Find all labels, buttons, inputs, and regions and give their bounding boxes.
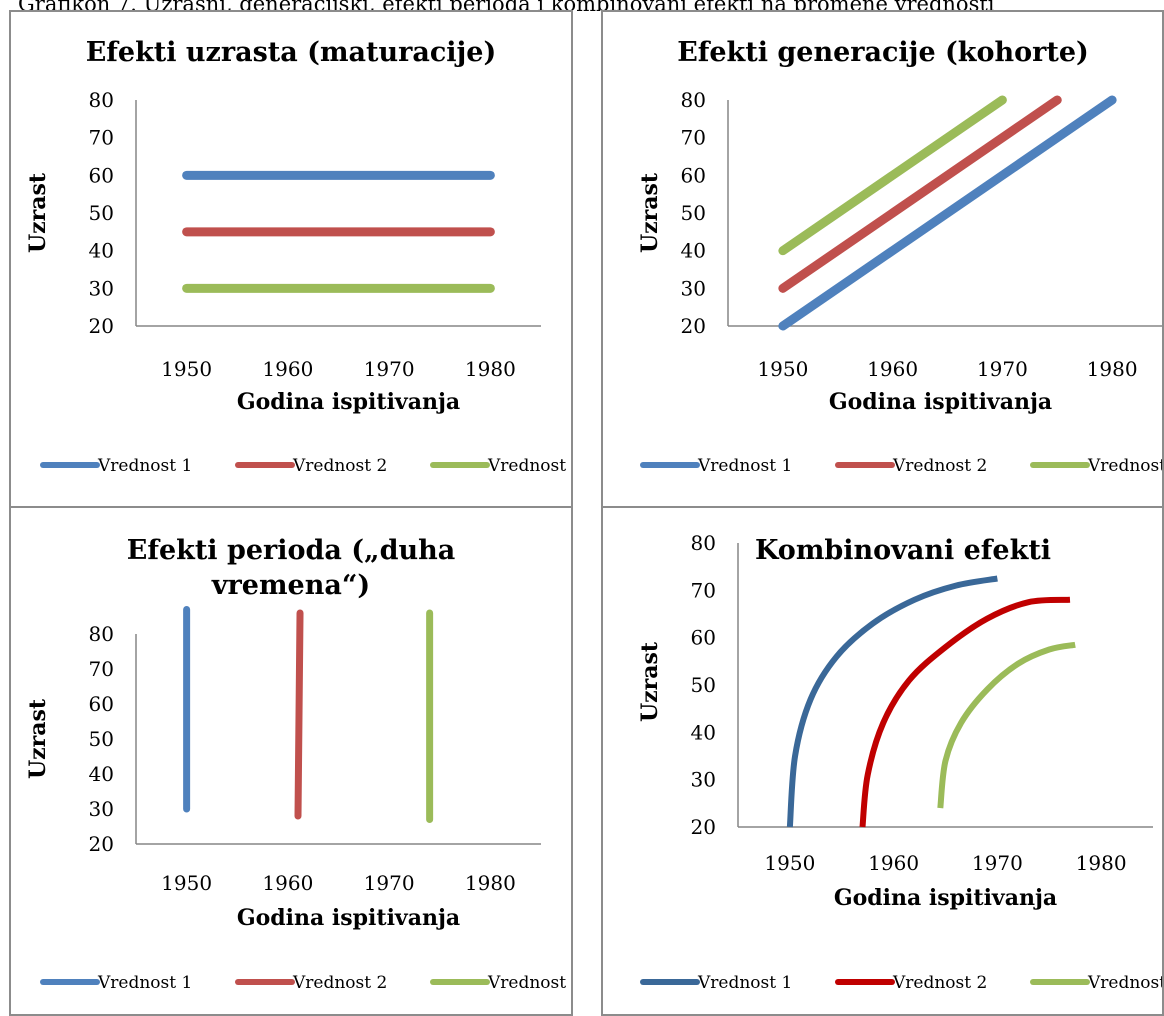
legend-label-2: Vrednost 2 xyxy=(892,973,987,993)
x-tick-label: 1950 xyxy=(757,357,808,381)
legend-label-3: Vrednost 3 xyxy=(487,456,571,476)
x-tick-label: 1960 xyxy=(867,357,918,381)
y-tick-label: 50 xyxy=(681,201,706,225)
x-axis-title: Godina ispitivanja xyxy=(829,389,1052,415)
y-tick-label: 30 xyxy=(691,768,716,792)
legend-label-1: Vrednost 1 xyxy=(97,973,192,993)
y-tick-label: 70 xyxy=(89,657,114,681)
legend-label-2: Vrednost 2 xyxy=(292,456,387,476)
chart-panel-age-effects: Efekti uzrasta (maturacije) 20 30 40 50 60 70 8… xyxy=(9,10,573,508)
chart-panel-cohort-effects: Efekti generacije (kohorte) 20 30 40 50 60 70 8… xyxy=(601,10,1164,508)
y-tick-label: 70 xyxy=(681,126,706,150)
y-tick-label: 70 xyxy=(89,126,114,150)
series-line-2 xyxy=(859,596,1071,828)
y-tick-label: 60 xyxy=(681,163,706,187)
series-line-1 xyxy=(786,575,998,828)
y-axis-title: Uzrast xyxy=(637,172,663,253)
chart-age-effects: Efekti uzrasta (maturacije) 20 30 40 50 60 70 8… xyxy=(25,37,571,476)
y-tick-label: 40 xyxy=(681,239,706,263)
chart-cohort-effects: Efekti generacije (kohorte) 20 30 40 50 60 70 8… xyxy=(637,37,1162,476)
x-tick-label: 1980 xyxy=(1076,851,1127,875)
y-tick-label: 40 xyxy=(89,762,114,786)
y-tick-label: 20 xyxy=(89,314,114,338)
x-tick-label: 1980 xyxy=(465,357,516,381)
y-tick-label: 70 xyxy=(691,578,716,602)
series-line-2 xyxy=(294,609,304,820)
chart-title: Efekti generacije (kohorte) xyxy=(677,37,1089,68)
x-tick-label: 1980 xyxy=(1087,357,1138,381)
chart-combined-effects: Kombinovani efekti 20 30 40 50 60 70 80 1950 1960… xyxy=(637,531,1162,993)
series-line-3 xyxy=(778,95,1007,256)
series-line-3 xyxy=(937,641,1076,809)
y-tick-label: 80 xyxy=(681,88,706,112)
legend-label-1: Vrednost 1 xyxy=(697,456,792,476)
y-tick-label: 50 xyxy=(691,673,716,697)
y-axis-title: Uzrast xyxy=(25,172,51,253)
y-tick-label: 40 xyxy=(691,720,716,744)
y-tick-label: 50 xyxy=(89,201,114,225)
legend-label-2: Vrednost 2 xyxy=(292,973,387,993)
x-tick-label: 1950 xyxy=(764,851,815,875)
x-tick-label: 1970 xyxy=(977,357,1028,381)
chart-period-effects: Efekti perioda („duha vremena“) 20 30 40 50 60… xyxy=(25,535,571,993)
x-tick-label: 1950 xyxy=(161,871,212,895)
x-tick-label: 1960 xyxy=(262,357,313,381)
series-line-2 xyxy=(778,95,1062,293)
y-axis-title: Uzrast xyxy=(637,641,663,722)
legend-label-3: Vrednost 3 xyxy=(1087,456,1162,476)
y-tick-label: 20 xyxy=(691,815,716,839)
x-tick-label: 1960 xyxy=(262,871,313,895)
chart-panel-combined-effects: Kombinovani efekti 20 30 40 50 60 70 80 1950 1960… xyxy=(601,506,1164,1016)
y-tick-label: 20 xyxy=(681,314,706,338)
chart-title: Efekti uzrasta (maturacije) xyxy=(86,37,497,68)
series-line-1 xyxy=(778,95,1117,331)
x-tick-label: 1970 xyxy=(364,357,415,381)
legend-label-2: Vrednost 2 xyxy=(892,456,987,476)
y-tick-label: 40 xyxy=(89,239,114,263)
x-axis-title: Godina ispitivanja xyxy=(834,885,1057,911)
chart-title: Kombinovani efekti xyxy=(755,535,1051,566)
x-tick-label: 1960 xyxy=(868,851,919,875)
y-tick-label: 60 xyxy=(89,163,114,187)
legend-label-1: Vrednost 1 xyxy=(97,456,192,476)
y-tick-label: 30 xyxy=(89,797,114,821)
legend-label-3: Vrednost 3 xyxy=(487,973,571,993)
y-tick-label: 30 xyxy=(89,276,114,300)
chart-panel-period-effects: Efekti perioda („duha vremena“) 20 30 40 50 60… xyxy=(9,506,573,1016)
x-tick-label: 1980 xyxy=(465,871,516,895)
y-tick-label: 50 xyxy=(89,727,114,751)
legend-label-3: Vrednost 3 xyxy=(1087,973,1162,993)
y-tick-label: 80 xyxy=(691,531,716,555)
y-tick-label: 80 xyxy=(89,88,114,112)
legend-label-1: Vrednost 1 xyxy=(697,973,792,993)
x-axis-title: Godina ispitivanja xyxy=(237,905,460,931)
x-tick-label: 1970 xyxy=(972,851,1023,875)
y-tick-label: 20 xyxy=(89,832,114,856)
y-tick-label: 80 xyxy=(89,622,114,646)
x-axis-title: Godina ispitivanja xyxy=(237,389,460,415)
chart-title-line-2: vremena“) xyxy=(211,570,370,601)
y-tick-label: 30 xyxy=(681,276,706,300)
chart-title-line-1: Efekti perioda („duha xyxy=(127,535,455,566)
x-tick-label: 1970 xyxy=(364,871,415,895)
x-tick-label: 1950 xyxy=(161,357,212,381)
y-axis-title: Uzrast xyxy=(25,698,51,779)
y-tick-label: 60 xyxy=(691,626,716,650)
y-tick-label: 60 xyxy=(89,692,114,716)
